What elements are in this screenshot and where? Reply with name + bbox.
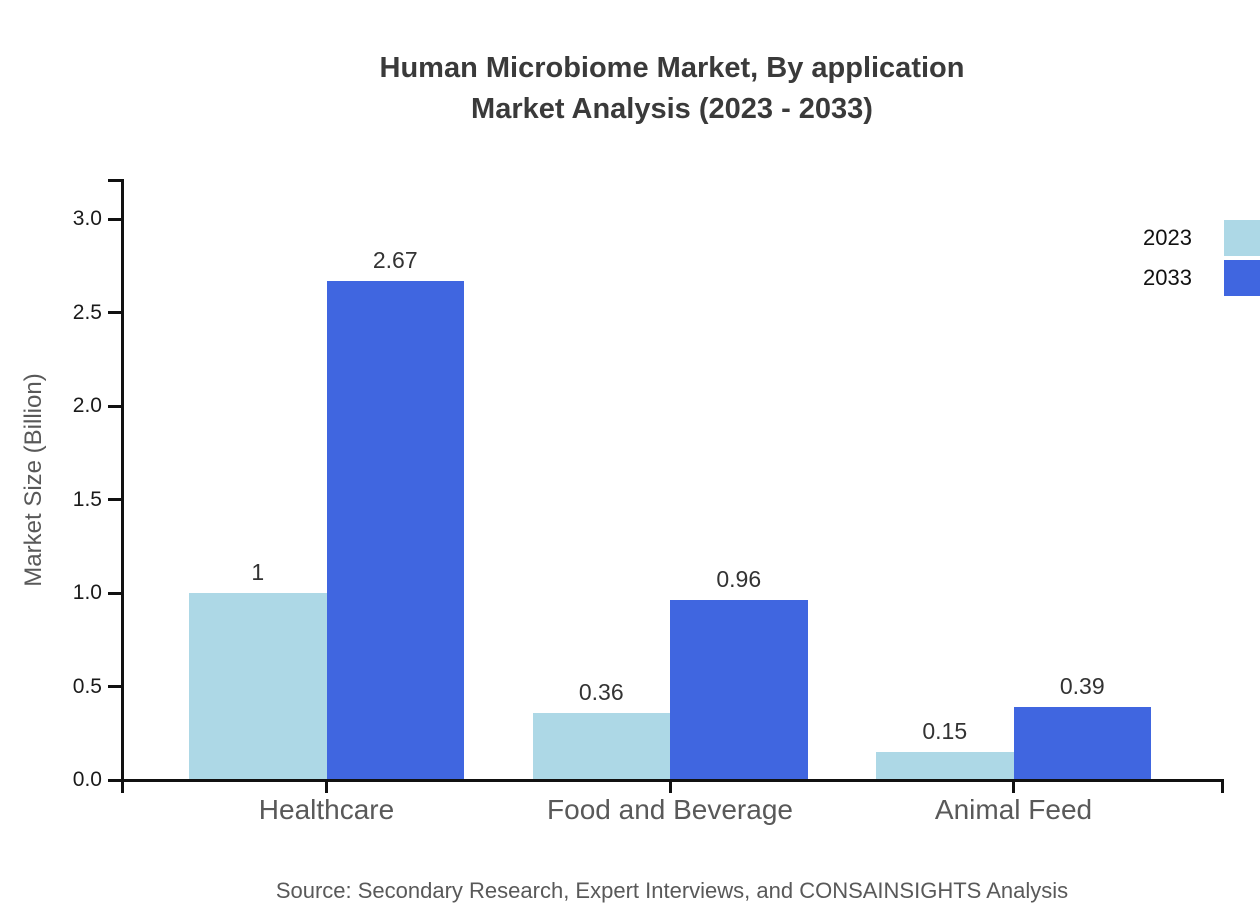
x-tick-mark — [325, 780, 328, 793]
value-label-2023-food-and-beverage: 0.36 — [578, 678, 624, 705]
x-tick-mark — [668, 780, 672, 793]
y-tick-mark — [108, 311, 122, 314]
y-tick-label-0-0: 0.0 — [72, 768, 102, 791]
bar-2023-food-and-beverage — [532, 712, 670, 780]
y-tick-mark — [108, 217, 122, 221]
y-tick-label-1-5: 1.5 — [72, 487, 102, 511]
x-axis-line — [120, 778, 1224, 782]
y-tick-label-2-0: 2.0 — [72, 394, 102, 417]
y-axis-end-tick — [108, 178, 122, 182]
source-note: Source: Secondary Research, Expert Inter… — [275, 878, 1069, 903]
legend-label-2023: 2023 — [1143, 225, 1192, 250]
y-tick-mark — [108, 404, 122, 408]
bar-2033-animal-feed — [1013, 707, 1151, 780]
y-axis-line — [120, 178, 124, 793]
x-tick-mark — [1220, 780, 1224, 793]
y-tick-mark — [108, 591, 122, 595]
value-label-2023-healthcare: 1 — [251, 559, 265, 585]
y-tick-mark — [108, 498, 122, 501]
category-label-food-and-beverage: Food and Beverage — [547, 794, 793, 825]
category-label-healthcare: Healthcare — [258, 794, 395, 825]
legend-swatch-2033 — [1224, 260, 1260, 296]
bar-2033-food-and-beverage — [670, 600, 808, 780]
value-label-2033-animal-feed: 0.39 — [1059, 673, 1105, 700]
bar-2023-healthcare — [189, 593, 327, 780]
bar-2023-animal-feed — [876, 751, 1014, 780]
y-tick-label-2-5: 2.5 — [72, 300, 102, 324]
category-label-animal-feed: Animal Feed — [934, 794, 1093, 825]
value-label-2023-animal-feed: 0.15 — [922, 717, 968, 744]
value-label-2033-healthcare: 2.67 — [372, 246, 418, 273]
legend-label-2033: 2033 — [1143, 265, 1192, 290]
y-tick-mark — [108, 778, 122, 782]
y-tick-label-0-5: 0.5 — [72, 674, 102, 698]
y-tick-mark — [108, 685, 122, 688]
bar-2033-healthcare — [326, 280, 464, 780]
chart-title-line1: Human Microbiome Market, By application — [379, 52, 965, 84]
legend-swatch-2023 — [1224, 220, 1260, 256]
value-label-2033-food-and-beverage: 0.96 — [716, 566, 762, 593]
x-tick-mark — [1012, 780, 1015, 793]
chart-title: Human Microbiome Market, By application … — [122, 48, 1222, 130]
y-tick-label-3-0: 3.0 — [72, 207, 102, 230]
y-tick-label-1-0: 1.0 — [72, 581, 102, 604]
chart-title-line2: Market Analysis (2023 - 2033) — [471, 93, 873, 125]
